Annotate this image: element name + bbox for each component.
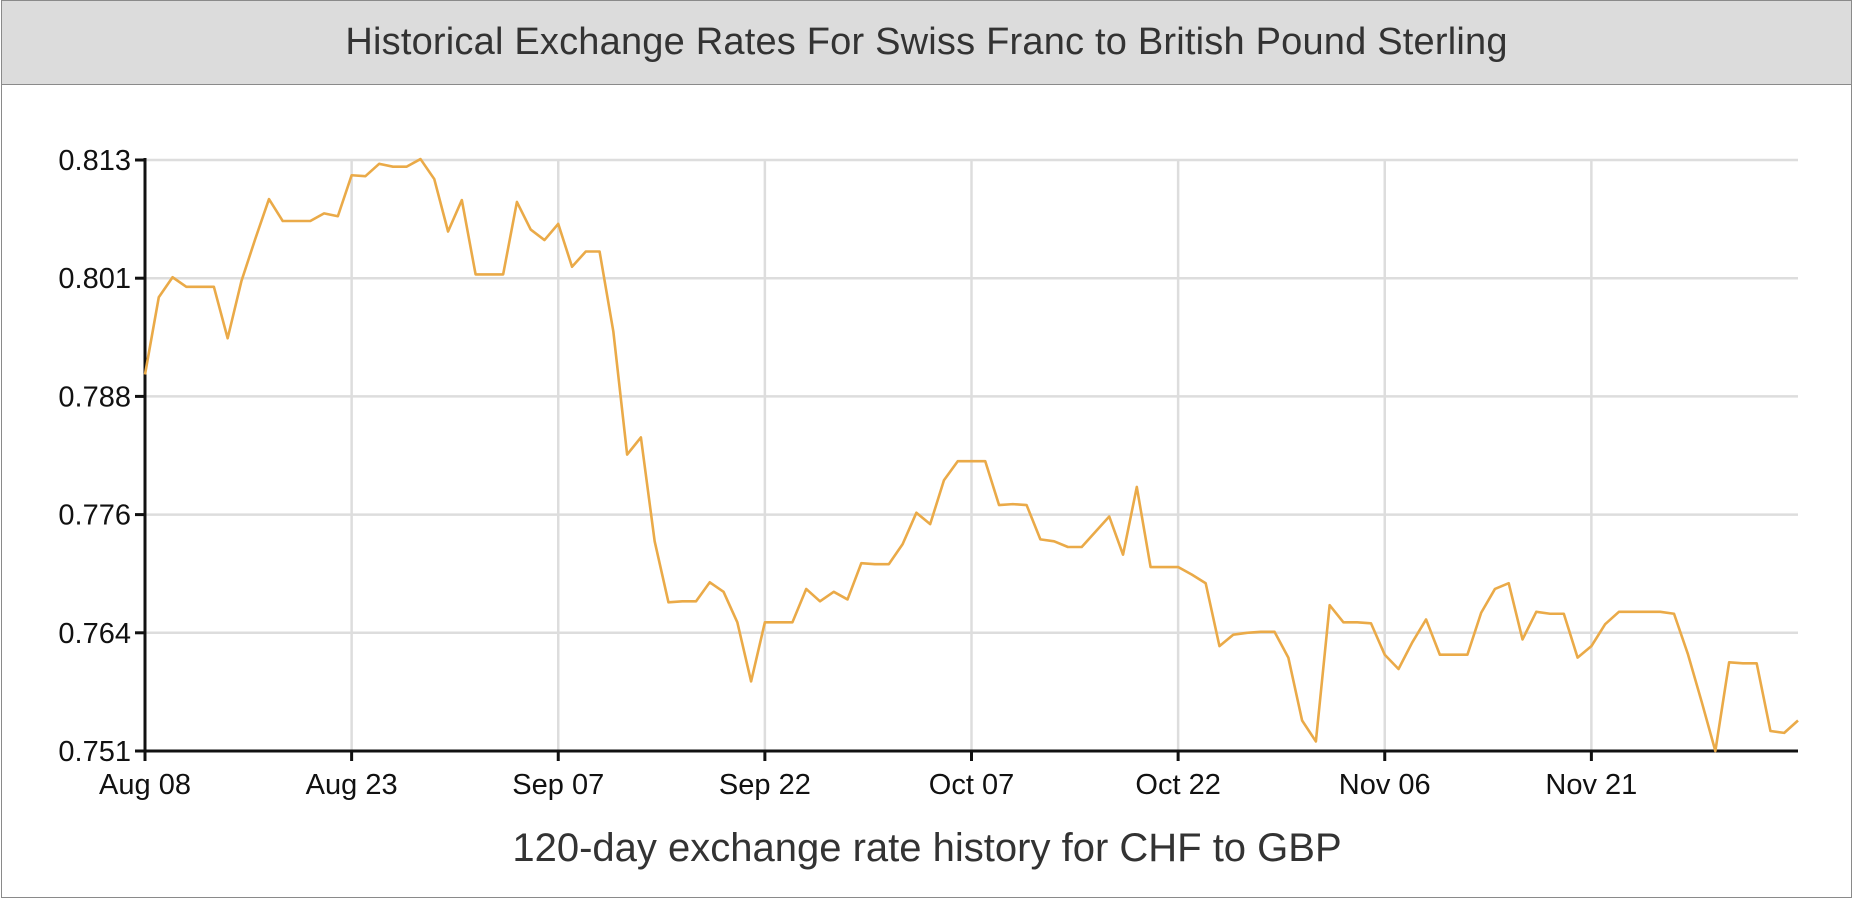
y-tick-label: 0.788	[58, 381, 131, 413]
x-tick-label: Aug 23	[306, 769, 398, 801]
y-tick-label: 0.776	[58, 500, 131, 532]
y-tick-label: 0.801	[58, 263, 131, 295]
x-tick-label: Sep 22	[719, 769, 811, 801]
y-tick-label: 0.764	[58, 618, 131, 650]
y-tick-label: 0.813	[58, 145, 131, 177]
axes	[135, 158, 1798, 761]
x-tick-label: Oct 07	[929, 769, 1014, 801]
x-axis-caption: 120-day exchange rate history for CHF to…	[512, 826, 1342, 870]
x-tick-label: Aug 08	[99, 769, 191, 801]
x-tick-label: Nov 21	[1545, 769, 1637, 801]
chart-title: Historical Exchange Rates For Swiss Fran…	[345, 21, 1508, 63]
y-tick-label: 0.751	[58, 736, 131, 768]
x-tick-label: Sep 07	[512, 769, 604, 801]
grid-lines	[145, 158, 1798, 751]
series-layer	[143, 157, 1799, 753]
x-tick-label: Nov 06	[1339, 769, 1431, 801]
series-line	[143, 157, 1799, 753]
title-bar: Historical Exchange Rates For Swiss Fran…	[2, 1, 1851, 85]
x-tick-label: Oct 22	[1135, 769, 1220, 801]
